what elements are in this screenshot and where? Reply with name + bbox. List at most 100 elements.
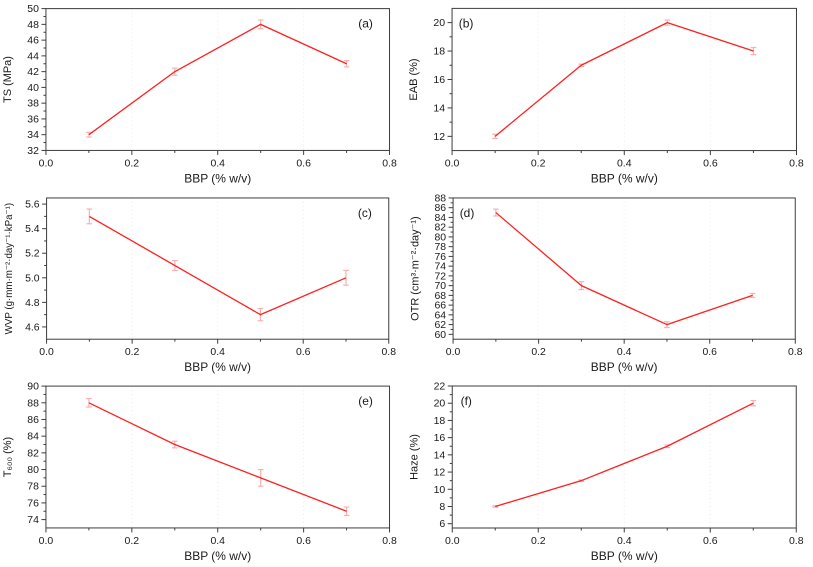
x-tick-label: 0.6 [703, 535, 718, 547]
y-tick-label: 5.6 [25, 200, 40, 211]
y-tick-label: 36 [27, 114, 39, 125]
x-tick-label: 0.0 [39, 347, 54, 358]
panel-f: 0.0 0.2 0.4 0.6 0.8 6 8 10 12 14 16 18 20 22 (f) BBP (%… [406, 378, 813, 567]
y-tick-label: 86 [27, 415, 39, 426]
y-tick-label: 46 [27, 36, 39, 47]
y-tick-label: 34 [27, 130, 39, 141]
x-tick-label: 0.8 [382, 536, 397, 547]
x-tick-label: 0.6 [296, 158, 311, 169]
y-tick-label: 32 [27, 146, 39, 157]
panel-b-chart: 0.0 0.2 0.4 0.6 0.8 12 14 16 18 20 (b) BBP (% w/v) E… [408, 7, 804, 186]
panel-letter-label: (b) [459, 16, 474, 30]
y-tick-label: 88 [434, 193, 446, 204]
x-tick-label: 0.2 [531, 158, 546, 170]
panel-c-chart: 0.0 0.2 0.4 0.6 0.8 4.6 4.8 5.0 5.2 5.4 5.6 (c) BBP … [4, 197, 396, 374]
y-tick-label: 5.0 [25, 273, 40, 284]
data-line [494, 21, 754, 137]
x-axis-title: BBP (% w/v) [184, 171, 251, 185]
x-tick-label: 0.0 [445, 158, 460, 170]
y-tick-label: 8 [439, 501, 445, 513]
y-tick-label: 90 [27, 382, 39, 393]
x-tick-label: 0.6 [703, 158, 718, 170]
x-tick-label: 0.2 [125, 158, 140, 169]
y-tick-label: 76 [27, 498, 39, 509]
y-tick-label: 74 [434, 262, 446, 273]
y-tick-label: 18 [434, 415, 446, 427]
y-tick-label: 78 [434, 242, 446, 253]
y-tick-label: 72 [434, 271, 446, 282]
panel-letter-label: (a) [358, 17, 373, 31]
y-tick-label: 82 [27, 448, 39, 459]
y-tick-label: 74 [27, 515, 39, 526]
y-tick-label: 76 [434, 252, 446, 263]
y-tick-label: 78 [27, 482, 39, 493]
y-tick-label: 38 [27, 99, 39, 110]
x-tick-label: 0.6 [296, 347, 311, 358]
y-tick-label: 16 [433, 74, 445, 86]
y-tick-label: 66 [434, 301, 446, 312]
x-axis-title: BBP (% w/v) [591, 172, 658, 186]
x-tick-label: 0.0 [39, 536, 54, 547]
x-tick-label: 0.2 [531, 535, 546, 547]
y-tick-label: 68 [434, 291, 446, 302]
panel-e-chart: 0.0 0.2 0.4 0.6 0.8 74 76 78 80 82 84 86 88 90 (e) BBP … [2, 382, 397, 563]
y-tick-label: 42 [27, 67, 39, 78]
y-axis-title: T₆₀₀ (%) [2, 437, 14, 477]
x-tick-label: 0.6 [702, 347, 717, 358]
x-tick-label: 0.4 [617, 158, 632, 170]
y-axis-title: WVP (g·mm·m⁻²·day⁻¹·kPa⁻¹) [4, 203, 15, 334]
y-tick-label: 70 [434, 281, 446, 292]
y-tick-label: 18 [433, 46, 445, 58]
data-line [495, 212, 753, 326]
panel-d: 0.0 0.2 0.4 0.6 0.8 60 62 64 66 68 70 72 74 76 78 80 82 8… [406, 190, 813, 378]
x-tick-label: 0.2 [125, 536, 140, 547]
panel-c: 0.0 0.2 0.4 0.6 0.8 4.6 4.8 5.0 5.2 5.4 5.6 (c) BBP … [0, 190, 406, 378]
x-axis-title: BBP (% w/v) [184, 549, 251, 563]
y-tick-label: 84 [27, 432, 39, 443]
y-tick-label: 22 [434, 381, 446, 393]
y-axis-title: EAB (%) [408, 58, 420, 100]
panel-a-chart: 0.0 0.2 0.4 0.6 0.8 32 34 36 38 40 42 44 46 48 50 (a) BB… [2, 4, 397, 185]
x-tick-label: 0.2 [125, 347, 140, 358]
panel-d-chart: 0.0 0.2 0.4 0.6 0.86062646668707274767880828… [409, 193, 803, 374]
panel-letter-label: (d) [460, 206, 475, 220]
y-tick-label: 50 [27, 4, 39, 15]
x-tick-label: 0.4 [210, 158, 225, 169]
y-tick-label: 16 [434, 432, 446, 444]
panel-letter-label: (f) [461, 394, 472, 408]
x-tick-label: 0.8 [788, 347, 803, 358]
panel-e: 0.0 0.2 0.4 0.6 0.8 74 76 78 80 82 84 86 88 90 (e) BBP … [0, 378, 406, 567]
y-tick-label: 84 [434, 213, 446, 224]
y-tick-label: 82 [434, 223, 446, 234]
x-tick-label: 0.4 [617, 535, 632, 547]
y-tick-label: 5.4 [25, 224, 40, 235]
x-tick-label: 0.4 [210, 347, 225, 358]
y-tick-label: 86 [434, 203, 446, 214]
data-line [88, 402, 347, 512]
x-tick-label: 0.8 [789, 535, 804, 547]
y-tick-label: 62 [434, 320, 446, 331]
data-line [89, 215, 347, 316]
x-tick-label: 0.0 [445, 535, 460, 547]
y-tick-label: 20 [433, 17, 445, 29]
y-axis-title: OTR (cm³·m⁻²·day⁻¹) [409, 216, 421, 321]
x-tick-label: 0.4 [617, 347, 632, 358]
y-tick-label: 4.6 [25, 322, 40, 333]
y-tick-label: 5.2 [25, 249, 40, 260]
y-tick-label: 6 [439, 518, 445, 530]
y-tick-label: 12 [433, 131, 445, 143]
panel-letter-label: (c) [358, 206, 372, 220]
x-tick-label: 0.8 [789, 158, 804, 170]
y-tick-label: 64 [434, 310, 446, 321]
y-tick-label: 40 [27, 83, 39, 94]
data-line [495, 402, 754, 508]
panel-b: 0.0 0.2 0.4 0.6 0.8 12 14 16 18 20 (b) BBP (% w/v) E… [406, 0, 813, 190]
x-tick-label: 0.2 [531, 347, 546, 358]
x-tick-label: 0.0 [39, 158, 54, 169]
x-tick-label: 0.0 [446, 347, 461, 358]
y-tick-label: 80 [434, 232, 446, 243]
y-axis-title: TS (MPa) [2, 56, 14, 103]
y-tick-label: 12 [434, 467, 446, 479]
x-tick-label: 0.4 [210, 536, 225, 547]
